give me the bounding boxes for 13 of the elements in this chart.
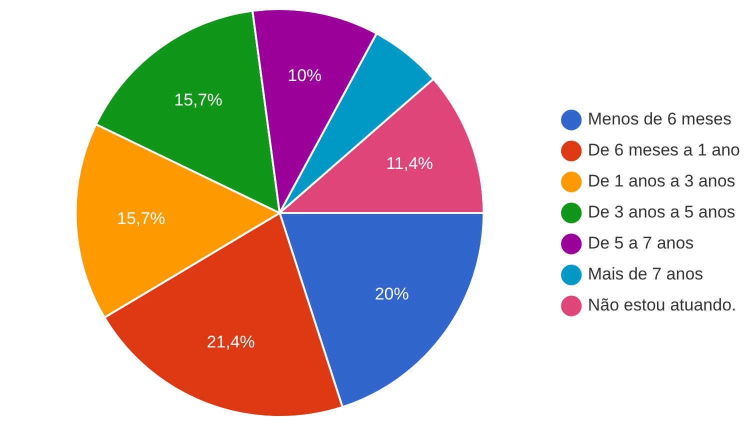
- legend-label: Mais de 7 anos: [588, 264, 704, 284]
- data-label: 20%: [374, 284, 409, 304]
- legend-label: De 5 a 7 anos: [588, 234, 694, 253]
- legend-label: Menos de 6 meses: [588, 110, 732, 129]
- legend-label: De 1 anos a 3 anos: [588, 172, 736, 191]
- data-label: 15,7%: [116, 208, 166, 228]
- data-label: 21,4%: [206, 332, 255, 352]
- data-label: 15,7%: [174, 90, 222, 110]
- legend-label: Não estou atuando.: [588, 296, 736, 315]
- data-label: 11,4%: [386, 154, 434, 174]
- legend-label: De 6 meses a 1 ano: [588, 140, 740, 160]
- data-label: 10%: [288, 66, 322, 86]
- legend-label: De 3 anos a 5 anos: [588, 202, 736, 222]
